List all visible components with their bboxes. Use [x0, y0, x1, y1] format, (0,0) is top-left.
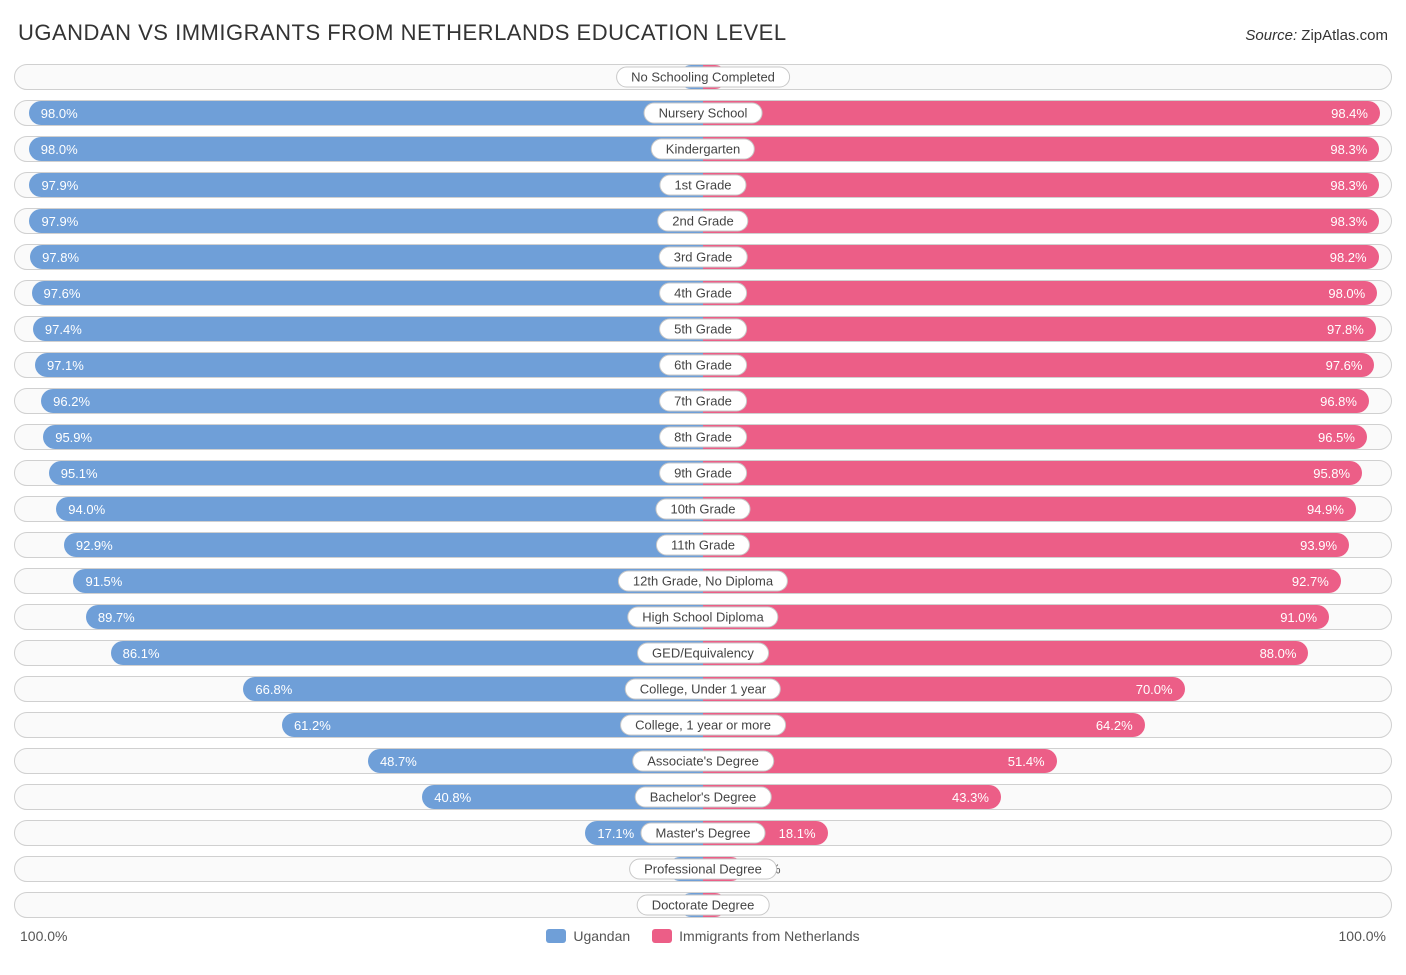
bar-right: 96.5%	[703, 425, 1367, 449]
bar-left: 94.0%	[56, 497, 703, 521]
chart-row: 91.5%92.7%12th Grade, No Diploma	[14, 568, 1392, 594]
legend-label-right: Immigrants from Netherlands	[679, 928, 860, 944]
bar-right: 92.7%	[703, 569, 1341, 593]
chart-row: 97.8%98.2%3rd Grade	[14, 244, 1392, 270]
bar-right: 98.3%	[703, 173, 1379, 197]
category-label: Professional Degree	[629, 859, 777, 880]
bar-right: 88.0%	[703, 641, 1308, 665]
category-label: 10th Grade	[655, 499, 750, 520]
category-label: College, Under 1 year	[625, 679, 781, 700]
category-label: Nursery School	[644, 103, 763, 124]
chart-legend: Ugandan Immigrants from Netherlands	[546, 928, 859, 944]
chart-header: UGANDAN VS IMMIGRANTS FROM NETHERLANDS E…	[14, 20, 1392, 46]
diverging-bar-chart: 2.0%1.7%No Schooling Completed98.0%98.4%…	[14, 64, 1392, 918]
bar-left: 91.5%	[73, 569, 703, 593]
category-label: Associate's Degree	[632, 751, 774, 772]
bar-right: 98.2%	[703, 245, 1379, 269]
bar-left: 96.2%	[41, 389, 703, 413]
category-label: Master's Degree	[641, 823, 766, 844]
category-label: 4th Grade	[659, 283, 747, 304]
category-label: No Schooling Completed	[616, 67, 790, 88]
right-axis-max: 100.0%	[1339, 928, 1386, 944]
chart-row: 98.0%98.4%Nursery School	[14, 100, 1392, 126]
chart-row: 66.8%70.0%College, Under 1 year	[14, 676, 1392, 702]
bar-right: 94.9%	[703, 497, 1356, 521]
legend-item-right: Immigrants from Netherlands	[652, 928, 860, 944]
legend-swatch-left	[546, 929, 566, 943]
chart-row: 40.8%43.3%Bachelor's Degree	[14, 784, 1392, 810]
legend-item-left: Ugandan	[546, 928, 630, 944]
chart-footer: 100.0% Ugandan Immigrants from Netherlan…	[14, 928, 1392, 944]
bar-left: 97.6%	[32, 281, 703, 305]
category-label: 5th Grade	[659, 319, 747, 340]
category-label: 2nd Grade	[657, 211, 748, 232]
bar-left: 92.9%	[64, 533, 703, 557]
bar-left: 97.4%	[33, 317, 703, 341]
category-label: 3rd Grade	[659, 247, 748, 268]
chart-row: 89.7%91.0%High School Diploma	[14, 604, 1392, 630]
source-label: Source:	[1245, 27, 1297, 44]
bar-left: 97.9%	[29, 209, 703, 233]
legend-label-left: Ugandan	[573, 928, 630, 944]
chart-row: 2.2%2.5%Doctorate Degree	[14, 892, 1392, 918]
category-label: 9th Grade	[659, 463, 747, 484]
chart-row: 97.6%98.0%4th Grade	[14, 280, 1392, 306]
bar-left: 89.7%	[86, 605, 703, 629]
category-label: Kindergarten	[651, 139, 755, 160]
category-label: High School Diploma	[627, 607, 778, 628]
chart-source: Source: ZipAtlas.com	[1245, 27, 1388, 44]
bar-right: 93.9%	[703, 533, 1349, 557]
chart-row: 97.1%97.6%6th Grade	[14, 352, 1392, 378]
chart-row: 92.9%93.9%11th Grade	[14, 532, 1392, 558]
bar-right: 98.0%	[703, 281, 1377, 305]
bar-left: 86.1%	[111, 641, 703, 665]
category-label: 6th Grade	[659, 355, 747, 376]
left-axis-max: 100.0%	[20, 928, 67, 944]
bar-left: 97.8%	[30, 245, 703, 269]
bar-right: 91.0%	[703, 605, 1329, 629]
source-value: ZipAtlas.com	[1301, 27, 1388, 44]
legend-swatch-right	[652, 929, 672, 943]
chart-row: 96.2%96.8%7th Grade	[14, 388, 1392, 414]
chart-row: 95.1%95.8%9th Grade	[14, 460, 1392, 486]
category-label: College, 1 year or more	[620, 715, 786, 736]
chart-row: 95.9%96.5%8th Grade	[14, 424, 1392, 450]
category-label: Doctorate Degree	[637, 895, 770, 916]
chart-row: 17.1%18.1%Master's Degree	[14, 820, 1392, 846]
bar-left: 95.1%	[49, 461, 703, 485]
chart-row: 97.9%98.3%2nd Grade	[14, 208, 1392, 234]
bar-right: 98.3%	[703, 137, 1379, 161]
bar-left: 95.9%	[43, 425, 703, 449]
bar-right: 98.4%	[703, 101, 1380, 125]
category-label: 8th Grade	[659, 427, 747, 448]
category-label: Bachelor's Degree	[635, 787, 772, 808]
chart-row: 98.0%98.3%Kindergarten	[14, 136, 1392, 162]
bar-right: 98.3%	[703, 209, 1379, 233]
bar-right: 96.8%	[703, 389, 1369, 413]
category-label: 12th Grade, No Diploma	[618, 571, 788, 592]
chart-row: 48.7%51.4%Associate's Degree	[14, 748, 1392, 774]
category-label: 1st Grade	[659, 175, 746, 196]
bar-right: 95.8%	[703, 461, 1362, 485]
bar-right: 97.8%	[703, 317, 1376, 341]
chart-row: 2.0%1.7%No Schooling Completed	[14, 64, 1392, 90]
chart-row: 5.1%5.8%Professional Degree	[14, 856, 1392, 882]
category-label: GED/Equivalency	[637, 643, 769, 664]
bar-left: 97.9%	[29, 173, 703, 197]
category-label: 11th Grade	[656, 535, 750, 556]
chart-row: 97.4%97.8%5th Grade	[14, 316, 1392, 342]
chart-row: 94.0%94.9%10th Grade	[14, 496, 1392, 522]
bar-left: 98.0%	[29, 101, 703, 125]
bar-right: 97.6%	[703, 353, 1374, 377]
bar-left: 98.0%	[29, 137, 703, 161]
category-label: 7th Grade	[659, 391, 747, 412]
chart-row: 86.1%88.0%GED/Equivalency	[14, 640, 1392, 666]
chart-title: UGANDAN VS IMMIGRANTS FROM NETHERLANDS E…	[18, 20, 787, 46]
chart-row: 97.9%98.3%1st Grade	[14, 172, 1392, 198]
bar-left: 97.1%	[35, 353, 703, 377]
chart-row: 61.2%64.2%College, 1 year or more	[14, 712, 1392, 738]
